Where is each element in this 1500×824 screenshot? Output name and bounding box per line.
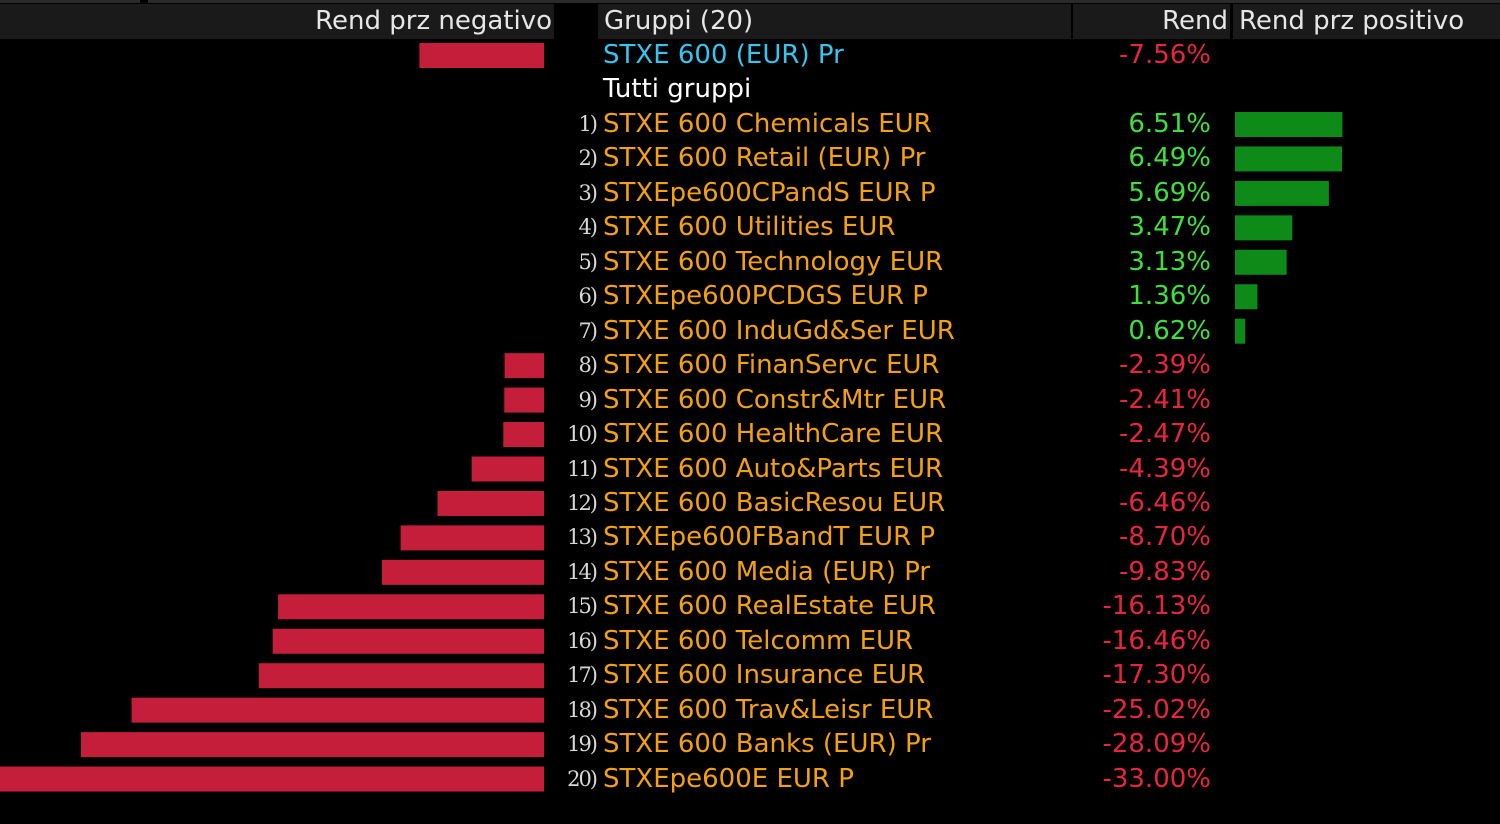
rank-number: 7) (578, 318, 598, 343)
group-name[interactable]: STXE 600 Media (EUR) Pr (603, 556, 931, 587)
rank-number: 18) (567, 697, 598, 722)
header-return[interactable]: Rend (1073, 4, 1230, 39)
index-bar (419, 43, 544, 68)
rank-number: 19) (567, 732, 598, 757)
return-value: -16.13% (1102, 591, 1211, 622)
return-value: 3.47% (1128, 212, 1211, 243)
top-divider-segment (148, 0, 1500, 3)
return-value: -2.41% (1119, 384, 1211, 415)
header-negative-return[interactable]: Rend prz negativo (0, 4, 554, 39)
return-value: 0.62% (1128, 315, 1211, 346)
group-name[interactable]: STXEpe600CPandS EUR P (603, 177, 936, 208)
group-name[interactable]: STXE 600 Constr&Mtr EUR (603, 384, 947, 415)
rank-number: 17) (567, 663, 598, 688)
group-name[interactable]: STXE 600 Technology EUR (603, 246, 944, 277)
return-value: -17.30% (1102, 660, 1211, 691)
negative-bar (278, 594, 544, 620)
rank-number: 5) (578, 249, 598, 274)
return-value: -28.09% (1102, 729, 1211, 760)
rank-number: 1) (578, 112, 598, 136)
rank-number: 4) (578, 215, 598, 240)
return-value: -9.83% (1119, 556, 1211, 587)
group-name[interactable]: STXE 600 InduGd&Ser EUR (603, 315, 955, 346)
negative-bar (471, 456, 544, 482)
rank-number: 13) (567, 525, 598, 550)
rank-number: 12) (567, 490, 598, 515)
return-value: -33.00% (1102, 763, 1211, 794)
return-value: -2.47% (1119, 419, 1211, 450)
return-value: 3.13% (1128, 246, 1211, 277)
rank-number: 8) (578, 353, 598, 378)
return-value: 1.36% (1128, 281, 1211, 312)
group-name[interactable]: STXE 600 Trav&Leisr EUR (603, 694, 934, 725)
positive-bar (1235, 180, 1329, 206)
group-name[interactable]: STXE 600 Utilities EUR (603, 212, 896, 243)
group-name[interactable]: STXE 600 Retail (EUR) Pr (603, 143, 926, 174)
rank-number: 11) (567, 456, 598, 481)
return-value: -6.46% (1119, 487, 1211, 518)
negative-bar (437, 490, 544, 516)
return-value: -16.46% (1102, 625, 1211, 656)
rank-number: 20) (567, 766, 598, 791)
negative-bar (504, 353, 544, 379)
header-positive-return[interactable]: Rend prz positivo (1233, 4, 1500, 39)
positive-bar (1235, 215, 1293, 241)
positive-bar (1235, 249, 1287, 275)
positive-bar (1235, 112, 1343, 137)
group-name[interactable]: STXE 600 RealEstate EUR (603, 591, 936, 622)
negative-bar (504, 387, 544, 413)
group-name[interactable]: STXE 600 Banks (EUR) Pr (603, 729, 931, 760)
rank-number: 9) (578, 387, 598, 412)
rank-number: 6) (578, 284, 598, 309)
group-label: Tutti gruppi (603, 74, 752, 104)
return-value: -25.02% (1102, 694, 1211, 725)
group-name[interactable]: STXEpe600E EUR P (603, 763, 854, 794)
top-divider (0, 0, 1500, 4)
rank-number: 2) (578, 146, 598, 171)
group-name[interactable]: STXE 600 HealthCare EUR (603, 419, 944, 450)
return-value: -2.39% (1119, 350, 1211, 381)
header-groups[interactable]: Gruppi (20) (598, 4, 1071, 39)
positive-bar (1235, 318, 1246, 344)
negative-bar (272, 628, 544, 654)
group-name[interactable]: STXE 600 FinanServc EUR (603, 350, 940, 381)
positive-bar (1235, 284, 1258, 310)
negative-bar (503, 422, 544, 448)
group-name[interactable]: STXE 600 Insurance EUR (603, 660, 926, 691)
negative-bar (131, 697, 545, 723)
return-value: 6.51% (1128, 109, 1211, 139)
rank-number: 14) (567, 559, 598, 584)
group-name[interactable]: STXE 600 BasicResou EUR (603, 487, 946, 518)
group-name[interactable]: STXE 600 Telcomm EUR (603, 625, 914, 656)
negative-bar (258, 663, 544, 689)
group-name[interactable]: STXEpe600FBandT EUR P (603, 522, 936, 553)
top-divider-segment (0, 0, 140, 3)
group-name[interactable]: STXE 600 Chemicals EUR (603, 109, 932, 139)
return-value: 6.49% (1128, 143, 1211, 174)
rank-number: 15) (567, 594, 598, 619)
rank-number: 3) (578, 180, 598, 205)
return-value: 5.69% (1128, 177, 1211, 208)
rank-number: 10) (567, 422, 598, 447)
positive-bar (1235, 146, 1343, 172)
return-value: -8.70% (1119, 522, 1211, 553)
group-name[interactable]: STXEpe600PCDGS EUR P (603, 281, 928, 312)
index-return-value: -7.56% (1119, 40, 1211, 70)
negative-bar (400, 525, 544, 551)
rank-number: 16) (567, 628, 598, 653)
header-negative-label: Rend prz negativo (315, 6, 552, 36)
negative-bar (381, 559, 544, 585)
return-value: -4.39% (1119, 453, 1211, 484)
negative-bar (0, 766, 544, 792)
negative-bar (80, 732, 544, 758)
group-name[interactable]: STXE 600 Auto&Parts EUR (603, 453, 944, 484)
index-name[interactable]: STXE 600 (EUR) Pr (603, 40, 844, 70)
